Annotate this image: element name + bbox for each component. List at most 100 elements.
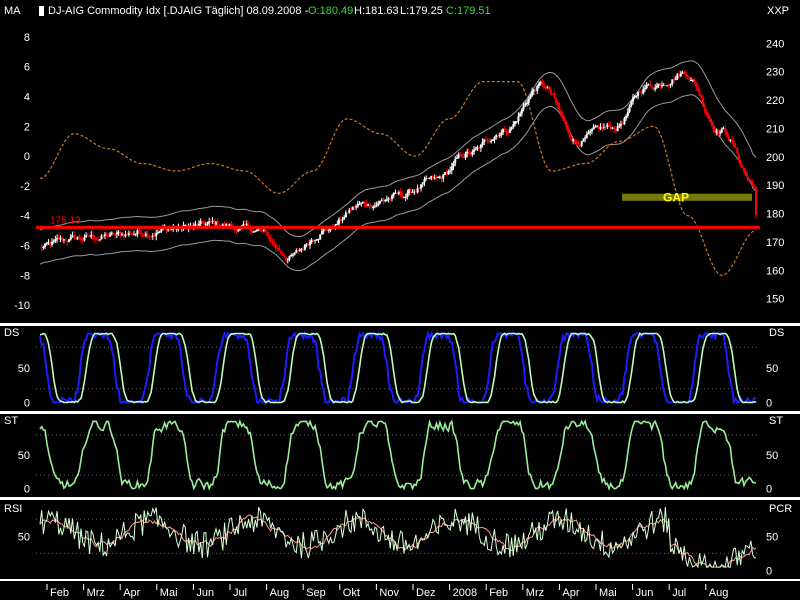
candle-body — [481, 141, 484, 145]
candle-body — [573, 139, 576, 141]
candle-body — [563, 118, 566, 122]
candle-body — [196, 224, 199, 226]
ds-fast-line — [39, 330, 757, 405]
month-label: Feb — [489, 587, 508, 599]
candle-body — [577, 141, 580, 145]
candle-body — [317, 238, 320, 240]
candle-body — [500, 132, 503, 135]
candle-body — [491, 139, 494, 141]
candle-body — [495, 134, 498, 138]
lower-envelope-line — [39, 94, 757, 272]
candle-body — [257, 229, 260, 231]
right-tick-label: 180 — [766, 209, 784, 221]
candle-body — [274, 244, 277, 248]
left-tick-label: -8 — [20, 270, 30, 282]
candle-body — [286, 259, 289, 261]
candle-body — [473, 149, 476, 152]
price-right-ticks: 240 230 220 210 200 190 180 170 160 150 — [766, 38, 784, 305]
candle-body — [616, 126, 619, 132]
candle-body — [522, 105, 525, 110]
right-tick-label: 50 — [766, 531, 778, 543]
candle-body — [341, 219, 344, 221]
candle-body — [751, 181, 754, 187]
month-label: Aug — [270, 587, 290, 599]
candle-body — [396, 192, 399, 195]
candle-body — [580, 141, 583, 146]
chart-header: DJ-AIG Commodity Idx [.DJAIG Täglich] 08… — [39, 5, 491, 17]
candle-body — [117, 231, 120, 233]
right-tick-label: 230 — [766, 67, 784, 79]
candle-body — [544, 87, 547, 89]
candle-body — [78, 237, 81, 239]
month-label: Mrz — [87, 587, 105, 599]
candle-body — [679, 73, 682, 77]
candle-body — [561, 115, 564, 119]
candle-body — [409, 189, 412, 193]
candle-body — [426, 177, 429, 179]
gap-label: GAP — [663, 190, 689, 204]
right-tick-label: 190 — [766, 180, 784, 192]
candle-body — [285, 257, 288, 261]
candle-body — [515, 121, 518, 123]
candle-body — [413, 191, 416, 193]
candle-body — [300, 248, 303, 251]
candle-body — [290, 254, 293, 257]
candle-body — [50, 242, 53, 245]
candle-body — [221, 224, 224, 227]
month-label: Okt — [343, 587, 360, 599]
candle-body — [399, 192, 402, 195]
left-tick-label: 0 — [24, 484, 30, 496]
candle-body — [131, 234, 134, 236]
candle-body — [83, 237, 86, 241]
candle-body — [464, 153, 467, 158]
candle-body — [365, 203, 368, 207]
candle-body — [119, 231, 122, 235]
candle-body — [676, 74, 679, 79]
candle-body — [753, 186, 756, 188]
candle-body — [127, 232, 130, 235]
candle-body — [100, 235, 103, 240]
candle-body — [512, 124, 515, 128]
candle-body — [531, 91, 534, 96]
candle-body — [411, 191, 414, 193]
candle-body — [450, 166, 453, 171]
candle-body — [209, 221, 212, 223]
month-label: Jul — [672, 587, 686, 599]
candle-body — [746, 175, 749, 179]
candle-body — [642, 89, 645, 94]
candle-body — [604, 126, 607, 128]
candle-body — [527, 98, 530, 103]
candle-body — [392, 192, 395, 196]
candle-body — [81, 239, 84, 241]
candle-body — [230, 224, 233, 226]
candle-body — [52, 240, 55, 243]
candle-body — [755, 186, 757, 215]
candle-body — [710, 121, 713, 125]
candle-body — [310, 240, 313, 242]
candle-body — [449, 170, 452, 172]
candle-body — [80, 238, 83, 240]
candle-body — [539, 81, 542, 84]
candle-body — [66, 240, 69, 243]
month-label: Apr — [123, 587, 140, 599]
candle-body — [507, 132, 510, 134]
candle-body — [638, 92, 641, 94]
candle-body — [418, 188, 421, 190]
candle-body — [320, 231, 323, 235]
panel-separator-1 — [0, 323, 800, 326]
candle-body — [725, 131, 728, 137]
candle-body — [353, 206, 356, 208]
candle-body — [686, 75, 689, 78]
candle-body — [160, 228, 163, 232]
left-tick-label: 0 — [24, 151, 30, 163]
candle-body — [462, 157, 465, 159]
candle-body — [414, 191, 417, 193]
candle-body — [148, 236, 151, 238]
candle-body — [175, 228, 178, 230]
candle-body — [502, 128, 505, 133]
candle-body — [377, 202, 380, 206]
candle-body — [259, 229, 262, 231]
candle-body — [351, 206, 354, 210]
rsi-grid — [36, 518, 760, 554]
